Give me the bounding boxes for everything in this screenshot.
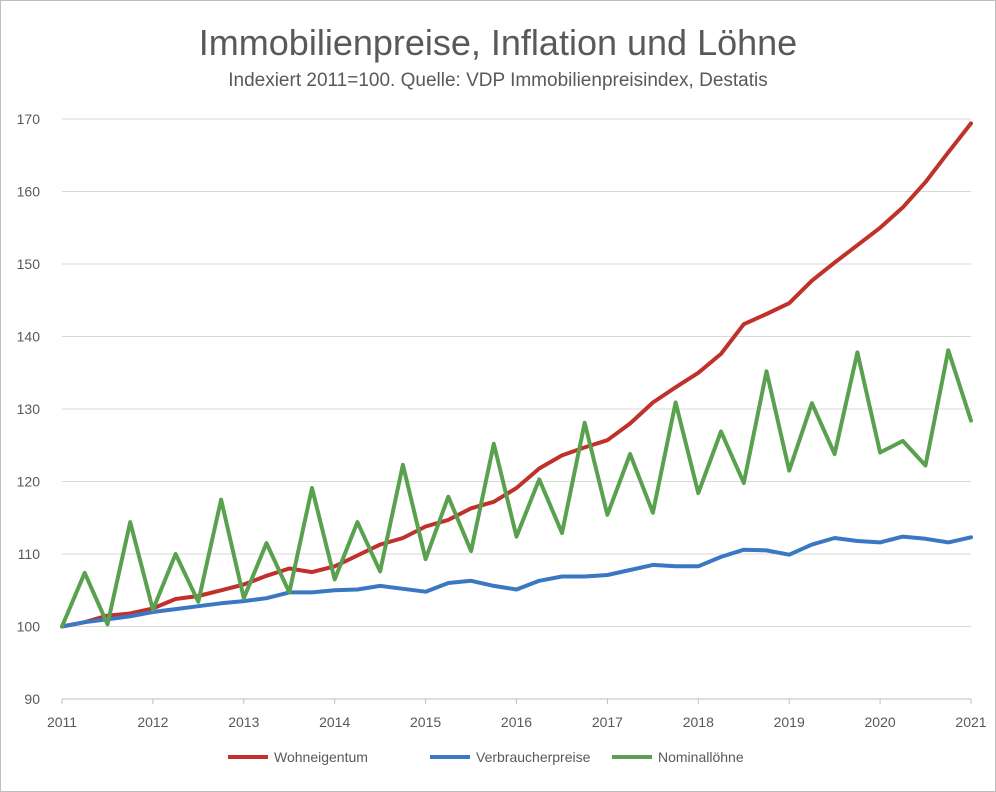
x-tick-label: 2021 bbox=[955, 714, 986, 730]
x-tick-label: 2015 bbox=[410, 714, 441, 730]
x-tick-label: 2011 bbox=[47, 714, 77, 730]
chart-subtitle: Indexiert 2011=100. Quelle: VDP Immobili… bbox=[228, 70, 768, 91]
x-tick-label: 2019 bbox=[774, 714, 805, 730]
y-tick-label: 110 bbox=[18, 546, 41, 562]
x-tick-label: 2016 bbox=[501, 714, 532, 730]
series-line-wohneigentum bbox=[60, 121, 973, 629]
y-tick-label: 120 bbox=[17, 474, 41, 490]
x-tick-label: 2014 bbox=[319, 714, 350, 730]
x-tick-label: 2012 bbox=[137, 714, 168, 730]
legend-label: Wohneigentum bbox=[274, 749, 368, 765]
y-tick-label: 100 bbox=[17, 619, 41, 635]
y-axis: 90 100 110 120 130 140 150 160 170 bbox=[17, 111, 41, 707]
series-lines bbox=[60, 121, 973, 629]
chart-title: Immobilienpreise, Inflation und Löhne bbox=[198, 22, 798, 63]
series-line-nominallöhne bbox=[60, 348, 973, 629]
legend: Wohneigentum Verbraucherpreise Nominallöhn… bbox=[228, 749, 744, 765]
y-tick-label: 170 bbox=[17, 111, 41, 127]
series-line-verbraucherpreise bbox=[60, 534, 973, 629]
x-tick-label: 2017 bbox=[592, 714, 623, 730]
x-tick-label: 2020 bbox=[865, 714, 896, 730]
x-tick-label: 2018 bbox=[683, 714, 714, 730]
y-tick-label: 140 bbox=[17, 329, 41, 345]
y-tick-label: 90 bbox=[24, 691, 40, 707]
x-tick-label: 2013 bbox=[228, 714, 259, 730]
x-axis: 2011 2012 2013 2014 2015 2016 2017 2018 2019 2020… bbox=[47, 698, 987, 730]
legend-label: Verbraucherpreise bbox=[476, 749, 591, 765]
y-tick-label: 130 bbox=[17, 401, 41, 417]
y-tick-label: 160 bbox=[17, 184, 41, 200]
legend-label: Nominallöhne bbox=[658, 749, 744, 765]
y-tick-label: 150 bbox=[17, 256, 41, 272]
gridlines bbox=[62, 118, 971, 700]
